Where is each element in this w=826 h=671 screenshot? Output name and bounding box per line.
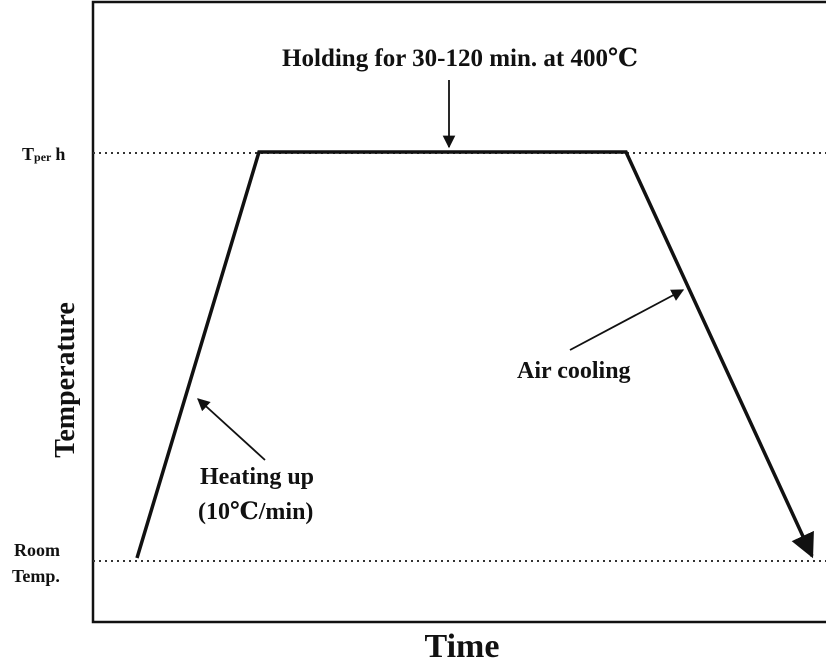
heating-rate-label: (10℃/min) [198, 499, 313, 525]
temperature-profile [135, 150, 814, 559]
cooling-arrow [569, 289, 685, 351]
cooling-label: Air cooling [517, 358, 631, 384]
y-axis-label: Temperature [50, 302, 81, 458]
subscript: per [34, 150, 52, 164]
top-level-label: Tper h [22, 144, 65, 164]
x-axis-label: Time [425, 628, 500, 665]
title: Holding for 30-120 min. at 400℃ [282, 45, 638, 72]
symbol: T [22, 144, 34, 164]
heating-label: Heating up [200, 464, 314, 490]
frame [91, 0, 826, 624]
room-label: Room [14, 540, 60, 560]
room-label: Temp. [12, 566, 60, 586]
heating-arrow [197, 398, 266, 461]
suffix: h [55, 144, 65, 164]
